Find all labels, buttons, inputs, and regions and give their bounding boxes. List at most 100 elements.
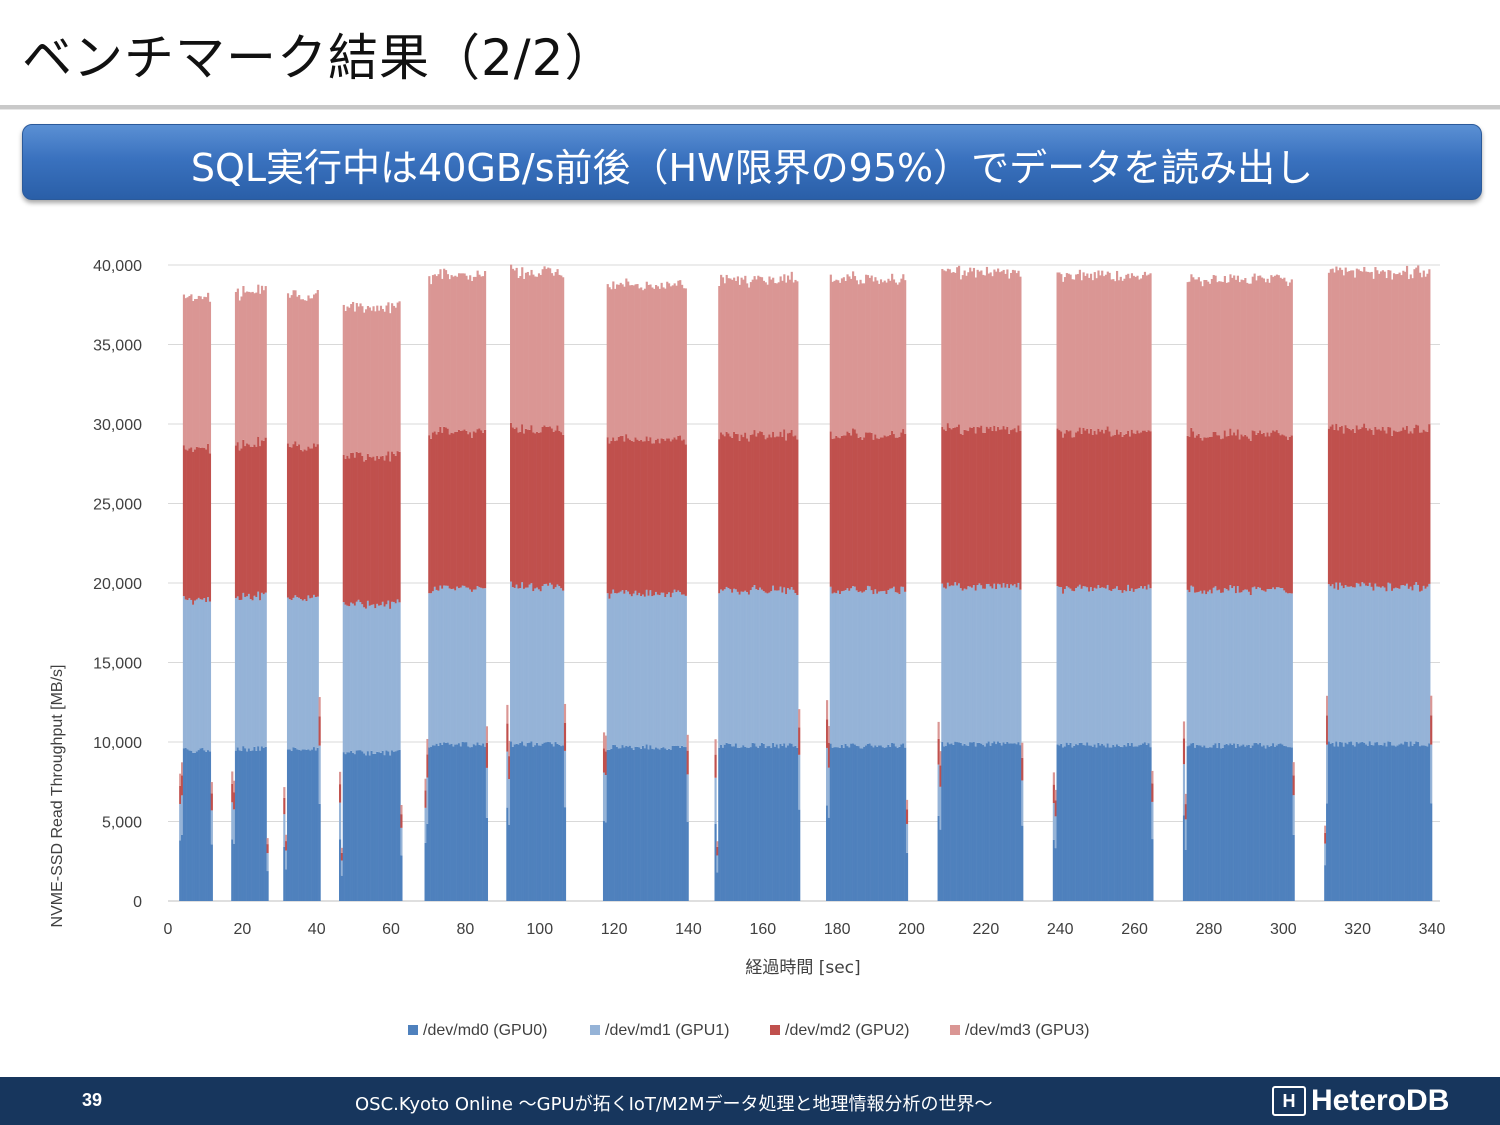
bar-segment [1223,744,1226,901]
bar-segment [892,586,896,744]
bar-segment [636,746,639,901]
x-axis-ticks: 0 20 40 60 80 100 120 140 160 180 200 220 240 260 280 3… [164,921,1446,938]
bar-segment [1277,275,1280,434]
bar-segment [1379,744,1383,901]
bar-segment [523,745,526,901]
bar-segment [1106,426,1109,585]
bar-segment [532,274,535,433]
bar-segment [1186,435,1189,590]
bar-segment [238,750,241,901]
bar-segment [467,746,470,901]
bar-segment [872,439,875,595]
bar-segment [454,431,457,591]
bar-segment [1396,274,1399,432]
bar-segment [1199,745,1202,901]
bar-segment [1274,589,1277,747]
bar-segment [997,268,1000,427]
bar-segment [452,746,455,901]
bar-segment [846,746,849,901]
bar-segment [1205,279,1208,438]
bar-segment [290,447,293,601]
bar-segment [829,431,832,587]
bar-segment [1008,743,1011,901]
bar-segment [437,590,440,746]
bar-segment [632,441,635,594]
bar-segment [865,590,868,746]
bar-segment [1207,591,1210,748]
bar-segment [1182,764,1186,816]
bar-segment [891,430,894,589]
bar-segment [396,451,399,600]
bar-segment [242,592,245,747]
bar-segment [640,287,643,440]
bar-segment [1253,273,1256,432]
bar-segment [1078,269,1081,428]
x-tick-label: 340 [1419,921,1446,938]
bar-segment [640,439,643,597]
bar-segment [653,443,656,596]
legend-swatch [408,1025,418,1035]
bar-segment [1391,745,1394,901]
bar-segment [786,745,790,901]
bar-segment [684,595,687,748]
bar-segment [1329,426,1332,587]
bar-segment [1413,584,1416,744]
bar-segment [874,277,877,435]
bar-segment [974,277,977,434]
bar-segment [792,282,795,437]
bar-segment [389,608,392,756]
bar-segment [1424,431,1427,589]
bar-segment [770,279,773,438]
bar-segment [476,585,479,743]
bar-segment [608,443,611,599]
bar-segment [939,786,942,830]
bar-segment [736,276,739,435]
bar-segment [1184,849,1187,901]
bar-segment [946,742,950,901]
bar-segment [1138,745,1141,901]
bar-segment [350,750,353,901]
bar-segment [556,425,559,585]
bar-segment [1011,585,1015,744]
bar-segment [266,838,269,845]
bar-segment [734,280,738,434]
bar-segment [1430,715,1433,745]
bar-segment [608,287,611,444]
bar-segment [1104,588,1108,748]
bar-segment [1333,429,1336,589]
bar-segment [965,275,968,431]
bar-segment [372,306,375,457]
bar-segment [1201,286,1204,441]
bar-segment [892,434,896,587]
bar-segment [348,606,351,753]
bar-segment [550,428,554,585]
bar-segment [355,601,358,751]
bar-segment [472,276,476,432]
bar-segment [1136,430,1139,589]
bar-segment [549,582,552,743]
bar-segment [1363,266,1366,424]
bar-segment [956,585,959,743]
bar-segment [253,444,256,596]
bar-segment [842,747,845,901]
bar-segment [617,748,620,901]
bar-segment [469,747,472,901]
bar-segment [1357,269,1360,430]
bar-segment [1383,742,1386,901]
bar-segment [1288,593,1292,748]
bar-segment [723,436,726,590]
bar-segment [348,307,351,459]
bar-segment [1352,428,1355,588]
bar-segment [1021,780,1024,826]
bar-segment [1396,745,1399,901]
bar-segment [305,450,308,602]
bar-segment [783,587,786,744]
bar-segment [941,427,944,584]
bar-segment [1147,274,1150,431]
bar-segment [1110,436,1113,592]
bar-segment [1021,825,1024,901]
bar-segment [874,745,877,901]
bar-segment [779,431,782,587]
bar-segment [669,597,673,750]
bar-segment [827,817,831,901]
